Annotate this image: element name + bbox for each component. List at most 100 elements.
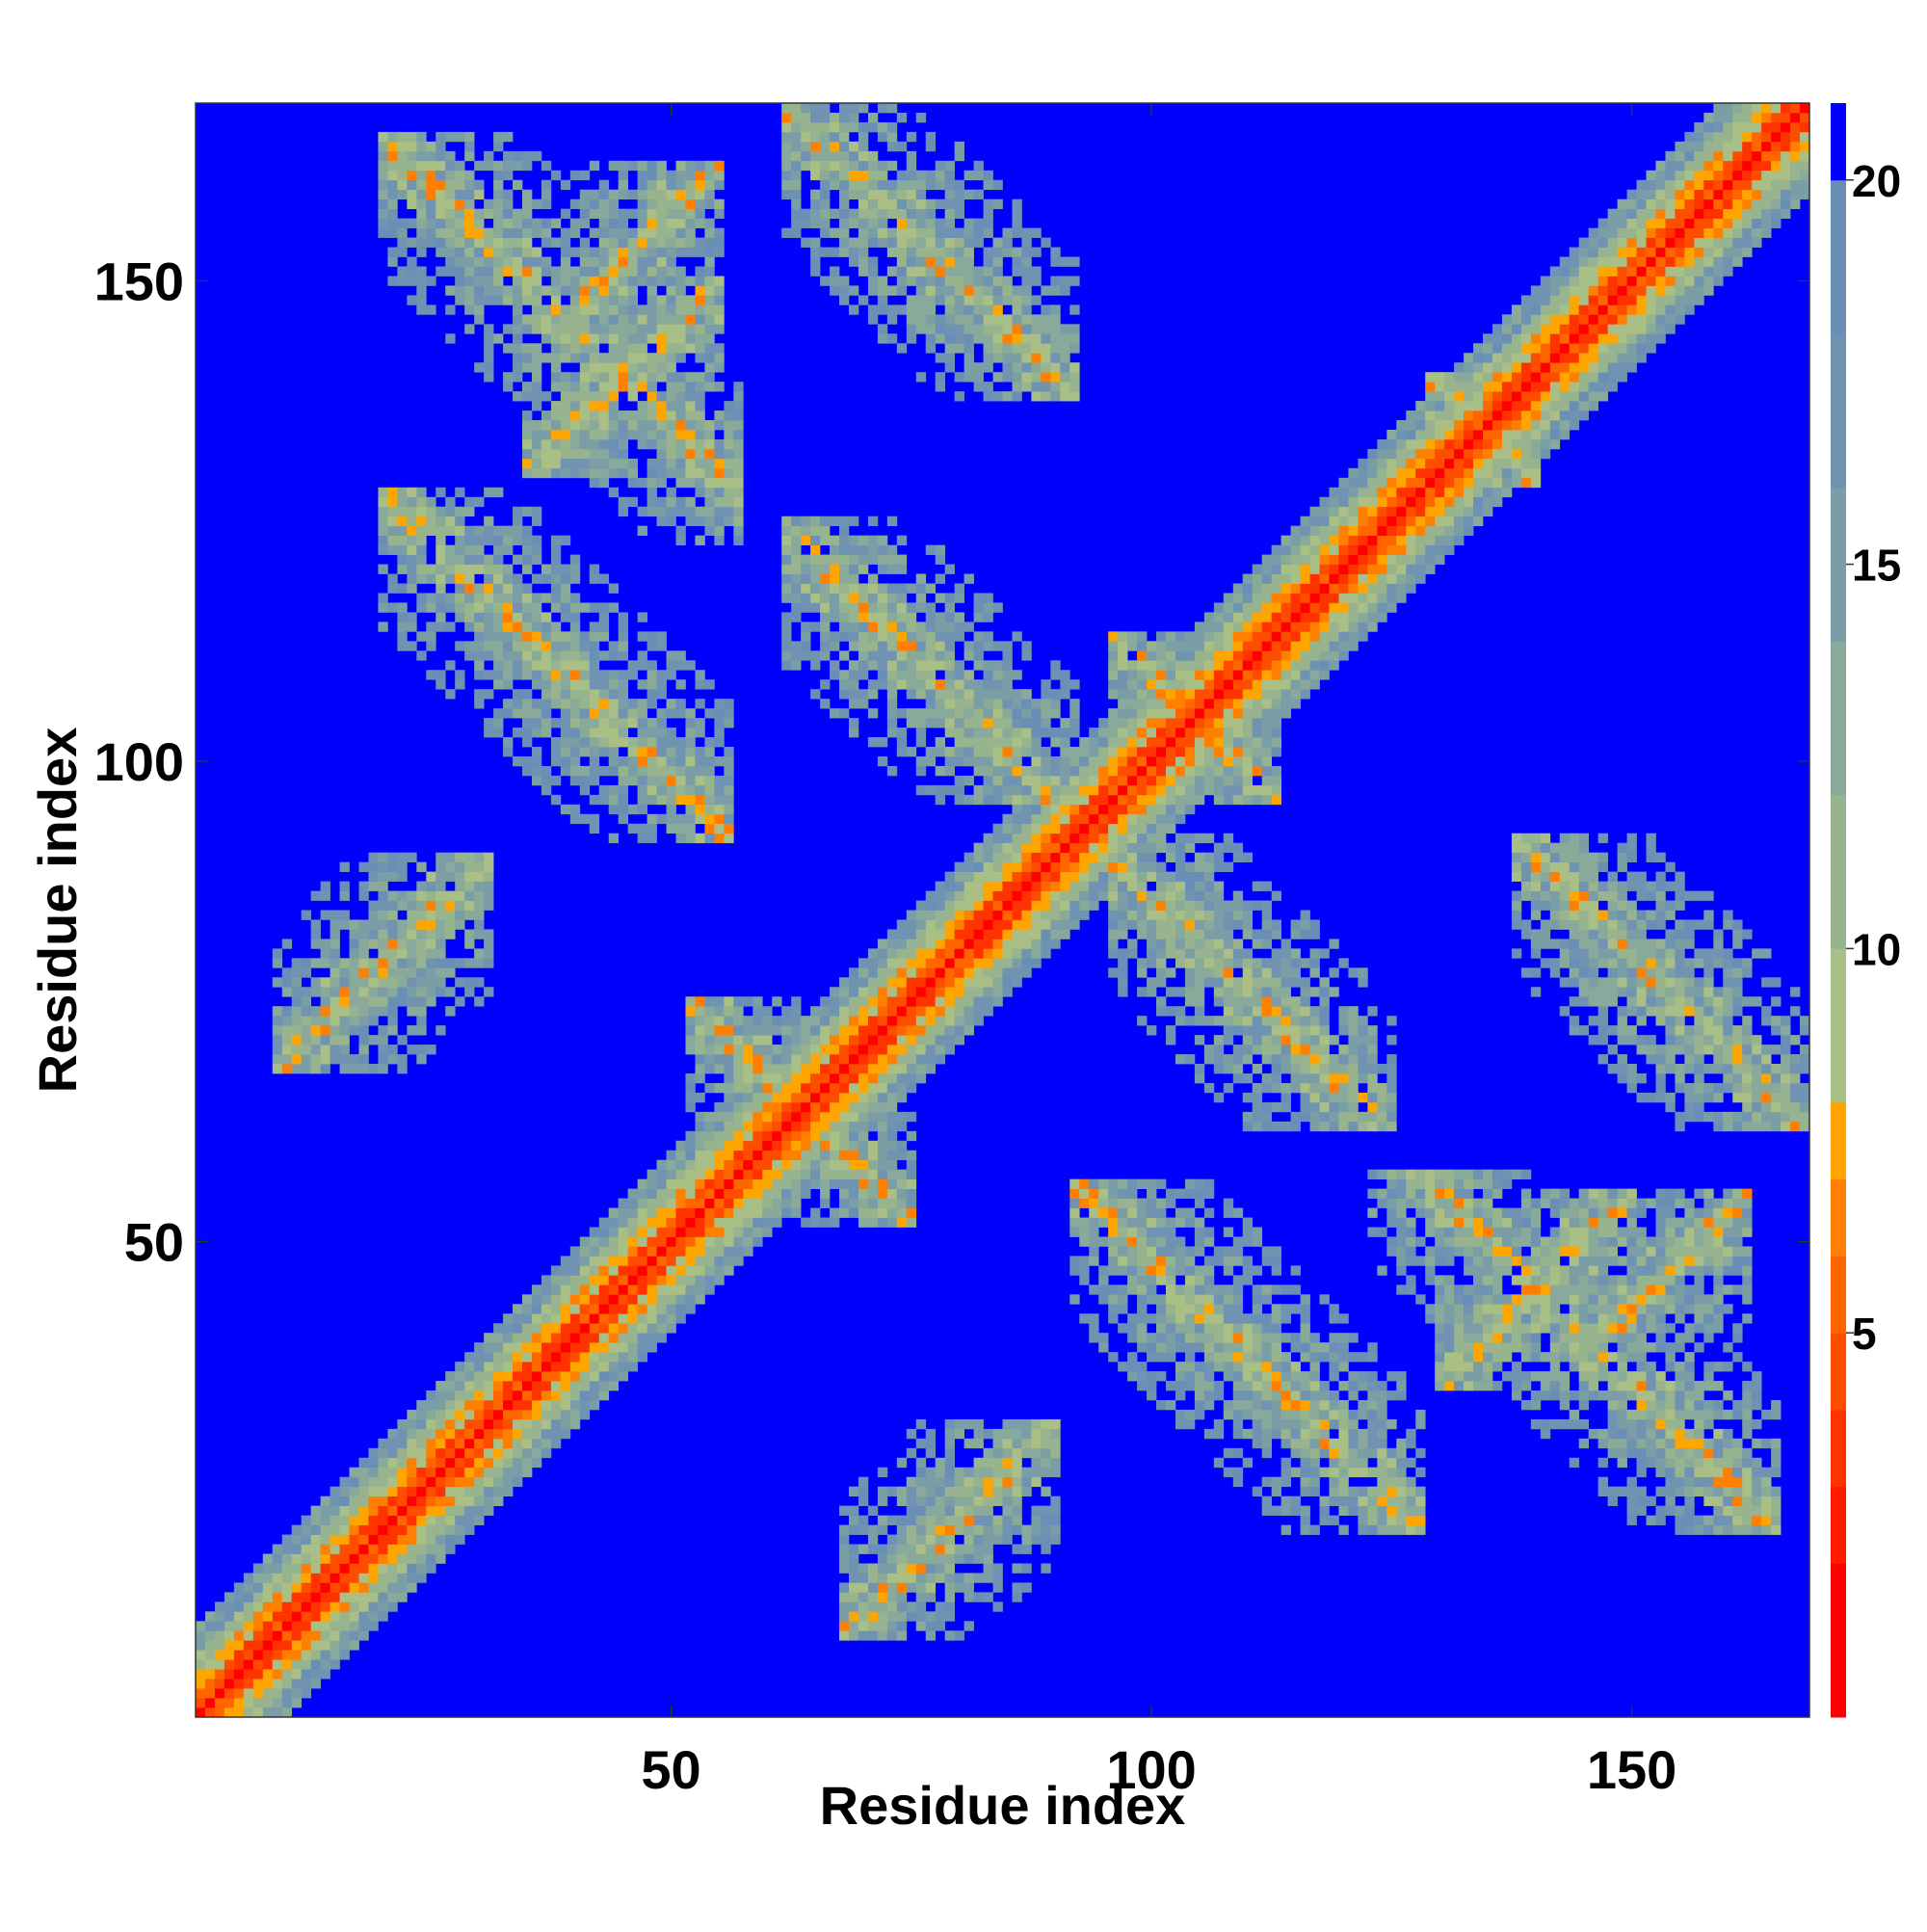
heatmap-cell xyxy=(944,890,955,901)
heatmap-cell xyxy=(1089,1246,1099,1257)
heatmap-cell xyxy=(935,1524,946,1535)
heatmap-cell xyxy=(310,1573,321,1583)
heatmap-cell xyxy=(349,1640,359,1651)
heatmap-cell xyxy=(1617,1418,1637,1430)
heatmap-cell xyxy=(1184,1275,1196,1285)
heatmap-cell xyxy=(781,1045,792,1055)
heatmap-cell xyxy=(1147,987,1157,997)
heatmap-cell xyxy=(560,650,581,661)
heatmap-cell xyxy=(1060,679,1070,690)
heatmap-cell xyxy=(1386,1082,1397,1094)
heatmap-cell xyxy=(1684,1025,1695,1036)
heatmap-cell xyxy=(368,1544,379,1554)
heatmap-cell xyxy=(1127,1256,1138,1266)
heatmap-cell xyxy=(1089,842,1099,854)
heatmap-cell xyxy=(1252,1371,1263,1382)
heatmap-cell xyxy=(1165,775,1176,786)
heatmap-cell xyxy=(416,1428,436,1440)
heatmap-cell xyxy=(1626,1275,1637,1285)
heatmap-cell xyxy=(1213,1342,1225,1353)
heatmap-cell xyxy=(858,987,869,997)
heatmap-cell xyxy=(1194,977,1205,988)
heatmap-cell xyxy=(637,765,647,777)
heatmap-cell xyxy=(1348,1486,1359,1497)
heatmap-cell xyxy=(291,996,303,1007)
heatmap-cell xyxy=(1358,1092,1368,1103)
heatmap-cell xyxy=(1511,1246,1522,1257)
heatmap-cell xyxy=(1703,987,1714,997)
heatmap-cell xyxy=(1675,948,1685,959)
heatmap-cell xyxy=(589,650,600,661)
heatmap-cell xyxy=(1636,1495,1656,1506)
heatmap-cell xyxy=(964,755,993,767)
heatmap-cell xyxy=(647,689,667,700)
heatmap-cell xyxy=(685,1092,705,1103)
heatmap-cell xyxy=(1358,1524,1368,1535)
heatmap-cell xyxy=(935,679,946,690)
heatmap-cell xyxy=(1203,660,1215,671)
heatmap-cell xyxy=(848,1101,869,1113)
heatmap-cell xyxy=(541,1362,552,1372)
heatmap-cell xyxy=(407,1582,417,1593)
heatmap-cell xyxy=(474,1457,485,1469)
heatmap-cell xyxy=(647,1198,667,1208)
heatmap-cell xyxy=(1165,1217,1176,1228)
heatmap-cell xyxy=(1203,747,1215,757)
heatmap-cell xyxy=(1319,1064,1330,1074)
heatmap-cell xyxy=(915,1601,927,1612)
heatmap-cell xyxy=(1684,1217,1695,1228)
heatmap-cell xyxy=(1252,1064,1263,1074)
heatmap-cell xyxy=(310,1524,321,1535)
heatmap-cell xyxy=(1252,718,1263,728)
heatmap-cell xyxy=(474,900,485,911)
heatmap-cell xyxy=(378,1438,408,1449)
heatmap-cell xyxy=(330,1045,340,1055)
heatmap-cell xyxy=(1271,1352,1281,1363)
heatmap-cell xyxy=(224,1688,235,1699)
heatmap-cell xyxy=(1406,1476,1416,1488)
heatmap-cell xyxy=(1165,900,1176,911)
heatmap-cell xyxy=(1118,881,1128,891)
heatmap-cell xyxy=(1290,1006,1301,1017)
heatmap-cell xyxy=(637,784,647,796)
heatmap-cell xyxy=(1646,1371,1656,1382)
heatmap-cell xyxy=(1300,929,1320,940)
heatmap-cell xyxy=(531,660,552,671)
heatmap-cell xyxy=(848,1082,859,1094)
heatmap-cell xyxy=(1626,1313,1637,1324)
heatmap-cell xyxy=(627,1284,638,1295)
heatmap-cell xyxy=(262,1630,274,1641)
heatmap-cell xyxy=(320,987,330,997)
heatmap-cell xyxy=(1175,804,1186,815)
heatmap-cell xyxy=(560,1342,571,1353)
heatmap-cell xyxy=(531,699,552,709)
heatmap-cell xyxy=(1636,1092,1656,1103)
heatmap-cell xyxy=(474,852,485,862)
heatmap-cell xyxy=(589,1399,600,1411)
heatmap-cell xyxy=(1713,1016,1724,1026)
heatmap-cell xyxy=(1242,1006,1254,1017)
heatmap-cell xyxy=(1578,967,1590,978)
heatmap-cell xyxy=(964,1006,974,1017)
heatmap-cell xyxy=(1194,1294,1215,1305)
heatmap-cell xyxy=(1569,939,1580,949)
heatmap-cell xyxy=(915,670,937,680)
heatmap-cell xyxy=(436,1553,446,1564)
heatmap-cell xyxy=(1549,881,1561,891)
heatmap-cell xyxy=(858,1563,869,1574)
heatmap-cell xyxy=(637,1207,647,1218)
heatmap-cell xyxy=(1790,1121,1801,1132)
heatmap-cell xyxy=(579,1399,591,1411)
heatmap-cell xyxy=(1358,1025,1368,1036)
heatmap-cell xyxy=(1569,1265,1590,1276)
heatmap-cell xyxy=(964,679,984,690)
heatmap-cell xyxy=(1723,1409,1733,1420)
heatmap-cell xyxy=(1742,1227,1753,1237)
heatmap-cell xyxy=(262,1650,274,1660)
heatmap-cell xyxy=(714,1198,725,1208)
heatmap-cell xyxy=(541,1428,571,1440)
heatmap-cell xyxy=(1454,1188,1474,1199)
heatmap-cell xyxy=(1464,1381,1474,1391)
heatmap-cell xyxy=(1665,1362,1676,1372)
heatmap-cell xyxy=(1242,1072,1254,1084)
